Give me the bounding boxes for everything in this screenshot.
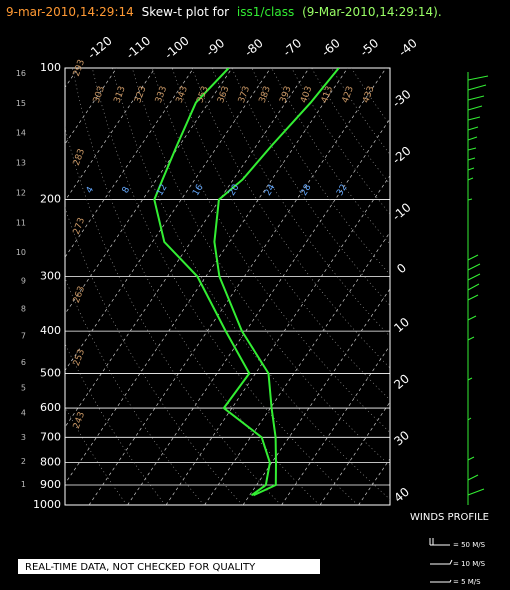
- y-tick-label: 800: [40, 456, 61, 469]
- dry-adiabat: [151, 68, 390, 433]
- y-tick-label: 100: [40, 61, 61, 74]
- barb-5: [430, 579, 452, 583]
- dry-adiabat: [65, 277, 205, 505]
- height-label: 9: [21, 277, 26, 286]
- isotherm: [65, 68, 233, 315]
- height-label: 15: [16, 99, 26, 108]
- barb-10: [430, 559, 453, 565]
- header-source: iss1/class: [237, 5, 294, 19]
- height-label: 1: [21, 480, 26, 489]
- isotherm: [65, 68, 156, 202]
- wind-legend-label: = 10 M/S: [453, 560, 486, 568]
- height-label: 7: [21, 332, 26, 341]
- y-tick-label: 700: [40, 430, 61, 443]
- wind-barbs: [467, 72, 489, 505]
- height-label: 12: [16, 189, 26, 198]
- wind-legend-label: = 50 M/S: [453, 541, 486, 549]
- isotherm: [204, 231, 390, 505]
- y-tick-label: 1000: [33, 498, 61, 511]
- dry-adiabat: [131, 68, 390, 466]
- barb-50: [429, 538, 450, 546]
- height-label: 2: [21, 457, 26, 466]
- mixing-ratio-label: 12: [155, 183, 169, 198]
- dry-adiabat: [211, 68, 390, 337]
- mixing-ratio-label: 8: [121, 185, 133, 195]
- isotherm: [65, 68, 271, 372]
- dry-adiabat: [65, 206, 243, 505]
- height-label: 16: [16, 69, 26, 78]
- note-box: [18, 559, 320, 574]
- isotherm: [65, 68, 117, 145]
- wind-profile: [467, 72, 489, 505]
- header: 9-mar-2010,14:29:14 Skew-t plot for iss1…: [6, 5, 442, 19]
- isotherm: [127, 118, 390, 505]
- mixing-ratio-label: 4: [85, 185, 97, 195]
- isotherm: [65, 68, 310, 428]
- isotherm: [65, 68, 348, 485]
- y-tick-label: 900: [40, 478, 61, 491]
- height-label: 6: [21, 358, 26, 367]
- dry-adiabat: [65, 343, 166, 505]
- winds-title: WINDS PROFILE: [410, 512, 489, 523]
- height-label: 13: [16, 159, 26, 168]
- header-time: 9-mar-2010,14:29:14: [6, 5, 134, 19]
- plot-area: [65, 68, 390, 505]
- mixing-ratio-label: 32: [335, 183, 349, 198]
- sounding-line: [213, 68, 340, 497]
- height-label: 8: [21, 304, 26, 313]
- isotherm: [65, 68, 194, 258]
- wind-legend-label: = 5 M/S: [453, 578, 481, 586]
- height-label: 3: [21, 433, 26, 442]
- note: REAL-TIME DATA, NOT CHECKED FOR QUALITY: [25, 562, 256, 573]
- height-label: 11: [16, 219, 26, 228]
- height-label: 10: [16, 248, 26, 257]
- y-tick-label: 200: [40, 193, 61, 206]
- y-tick-label: 500: [40, 366, 61, 379]
- y-tick-label: 400: [40, 324, 61, 337]
- y-tick-label: 600: [40, 401, 61, 414]
- header-label: Skew-t plot for: [142, 5, 230, 19]
- height-label: 5: [21, 384, 26, 393]
- sounding-line: [153, 68, 271, 497]
- y-tick-label: 300: [40, 270, 61, 283]
- dry-adiabat: [92, 68, 359, 505]
- isotherm: [165, 174, 390, 505]
- height-label: 4: [21, 409, 26, 418]
- isotherm: [88, 68, 387, 505]
- wind-legend-icons: [429, 538, 453, 583]
- height-label: 14: [16, 129, 26, 138]
- header-source-time: (9-Mar-2010,14:29:14).: [302, 5, 442, 19]
